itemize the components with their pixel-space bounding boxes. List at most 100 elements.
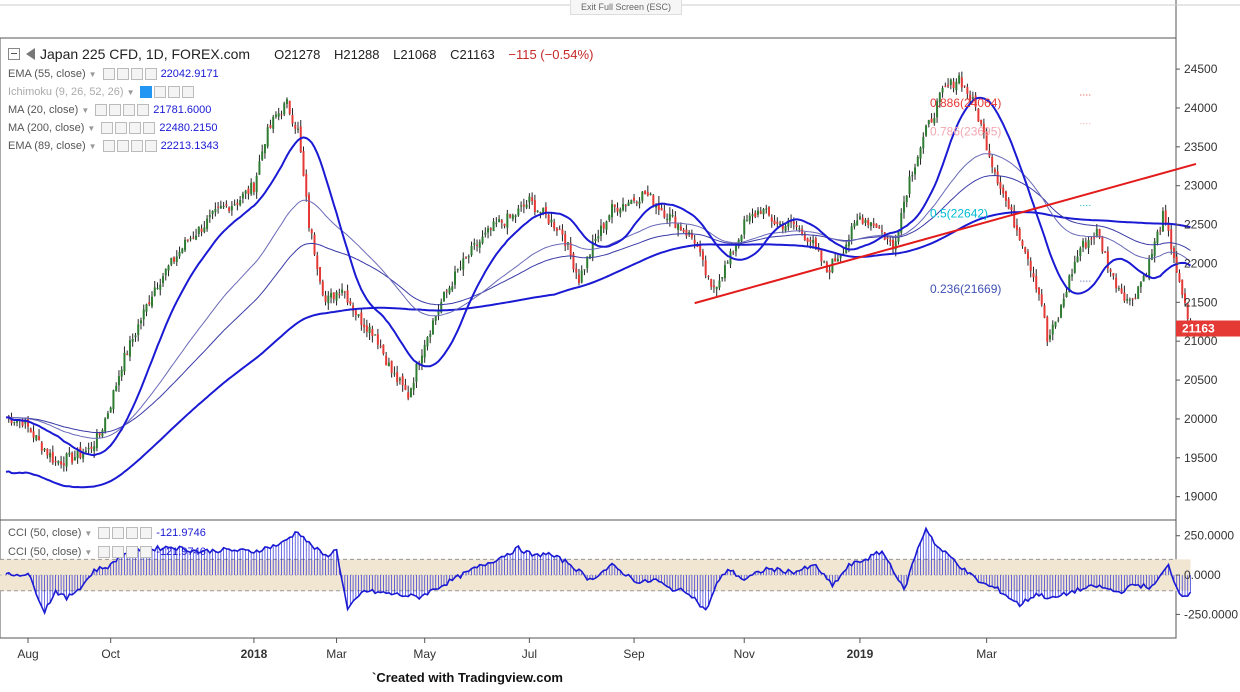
indicator-tools[interactable] xyxy=(98,546,153,558)
legend-row-cci-2[interactable]: CCI (50, close) ▼ -121.9746 xyxy=(8,544,206,560)
indicator-tools[interactable] xyxy=(102,68,157,80)
y-tick-label: 22000 xyxy=(1184,256,1218,270)
candle-body xyxy=(1106,251,1109,269)
settings-icon[interactable] xyxy=(109,104,122,116)
caret-icon[interactable]: ▼ xyxy=(84,547,93,557)
close-icon[interactable] xyxy=(140,527,153,539)
eye-icon[interactable] xyxy=(102,68,115,80)
eye-icon[interactable] xyxy=(98,546,111,558)
caret-icon[interactable]: ▼ xyxy=(87,123,96,133)
caret-icon[interactable]: ▼ xyxy=(126,87,135,97)
caret-icon[interactable]: ▼ xyxy=(81,105,90,115)
candle-body xyxy=(1104,251,1107,253)
eye-icon[interactable] xyxy=(102,140,115,152)
candle-body xyxy=(1060,305,1063,318)
legend-row-ichimoku[interactable]: Ichimoku (9, 26, 52, 26) ▼ xyxy=(8,84,195,100)
y-tick-label: 20500 xyxy=(1184,373,1218,387)
x-tick-label: Oct xyxy=(101,647,120,661)
candle-body xyxy=(1170,229,1173,250)
source-icon[interactable] xyxy=(130,68,143,80)
candle-body xyxy=(184,239,187,251)
candle-body xyxy=(743,219,746,235)
source-icon[interactable] xyxy=(168,86,181,98)
close-icon[interactable] xyxy=(137,104,150,116)
legend-row-cci-1[interactable]: CCI (50, close) ▼ -121.9746 xyxy=(8,525,206,541)
candle-body xyxy=(222,205,225,207)
legend-row-ma20[interactable]: MA (20, close) ▼ 21781.6000 xyxy=(8,102,211,118)
legend-row-ema89[interactable]: EMA (89, close) ▼ 22213.1343 xyxy=(8,138,219,154)
eye-icon[interactable] xyxy=(98,527,111,539)
candle-body xyxy=(624,205,627,207)
candle-body xyxy=(847,239,850,247)
candle-body xyxy=(1004,191,1007,201)
candle-body xyxy=(401,376,404,386)
candle-body xyxy=(836,258,839,262)
close-icon[interactable] xyxy=(144,68,157,80)
candle-body xyxy=(90,446,93,449)
close-icon[interactable] xyxy=(143,122,156,134)
candle-body xyxy=(296,128,299,130)
close-icon[interactable] xyxy=(144,140,157,152)
footer-credit: `Created with Tradingview.com xyxy=(372,670,563,685)
candle-body xyxy=(230,206,233,211)
candle-body xyxy=(120,369,123,377)
eye-icon[interactable] xyxy=(95,104,108,116)
candle-body xyxy=(550,219,553,223)
indicator-tools[interactable] xyxy=(95,104,150,116)
source-icon[interactable] xyxy=(126,546,139,558)
candle-body xyxy=(894,241,897,250)
settings-icon[interactable] xyxy=(115,122,128,134)
caret-icon[interactable]: ▼ xyxy=(88,141,97,151)
source-icon[interactable] xyxy=(126,527,139,539)
source-icon[interactable] xyxy=(129,122,142,134)
last-price-label: 21163 xyxy=(1182,322,1215,336)
settings-icon[interactable] xyxy=(116,68,129,80)
caret-icon[interactable]: ▼ xyxy=(84,528,93,538)
candle-body xyxy=(159,284,162,290)
source-icon[interactable] xyxy=(130,140,143,152)
legend-row-ma200[interactable]: MA (200, close) ▼ 22480.2150 xyxy=(8,120,217,136)
y-tick-label: 22500 xyxy=(1184,218,1218,232)
candle-body xyxy=(117,376,120,386)
candle-body xyxy=(933,118,936,124)
symbol-title[interactable]: Japan 225 CFD, 1D, FOREX.com xyxy=(40,46,251,62)
indicator-tools[interactable] xyxy=(98,527,153,539)
candle-body xyxy=(440,301,443,313)
candle-body xyxy=(1043,305,1046,318)
candle-body xyxy=(1065,291,1068,298)
candle-body xyxy=(666,218,669,220)
candle-body xyxy=(93,446,96,452)
eye-icon[interactable] xyxy=(101,122,114,134)
settings-icon[interactable] xyxy=(112,546,125,558)
indicator-tools[interactable] xyxy=(140,86,195,98)
price-pane[interactable]: 0.886(24064) 0.786(23695) 0.5(22642) 0.236(… xyxy=(5,71,1197,489)
candle-body xyxy=(856,220,859,226)
source-icon[interactable] xyxy=(123,104,136,116)
candle-body xyxy=(1026,251,1029,260)
candle-body xyxy=(1013,210,1016,228)
eye-icon[interactable] xyxy=(140,86,153,98)
close-icon[interactable] xyxy=(182,86,195,98)
candle-body xyxy=(115,385,118,392)
exit-fullscreen-button[interactable]: Exit Full Screen (ESC) xyxy=(570,0,682,15)
candle-body xyxy=(484,232,487,235)
candle-body xyxy=(393,373,396,375)
legend-row-ema55[interactable]: EMA (55, close) ▼ 22042.9171 xyxy=(8,66,219,82)
cci-pane[interactable] xyxy=(0,526,1192,616)
close-icon[interactable] xyxy=(140,546,153,558)
candle-body xyxy=(376,334,379,345)
settings-icon[interactable] xyxy=(112,527,125,539)
candle-body xyxy=(434,316,437,321)
collapse-icon[interactable] xyxy=(8,48,20,60)
candle-body xyxy=(195,235,198,240)
indicator-tools[interactable] xyxy=(101,122,156,134)
candle-body xyxy=(291,114,294,124)
candle-body xyxy=(98,432,101,436)
settings-icon[interactable] xyxy=(116,140,129,152)
candle-body xyxy=(966,87,969,95)
candle-body xyxy=(919,147,922,159)
indicator-tools[interactable] xyxy=(102,140,157,152)
caret-icon[interactable]: ▼ xyxy=(88,69,97,79)
settings-icon[interactable] xyxy=(154,86,167,98)
